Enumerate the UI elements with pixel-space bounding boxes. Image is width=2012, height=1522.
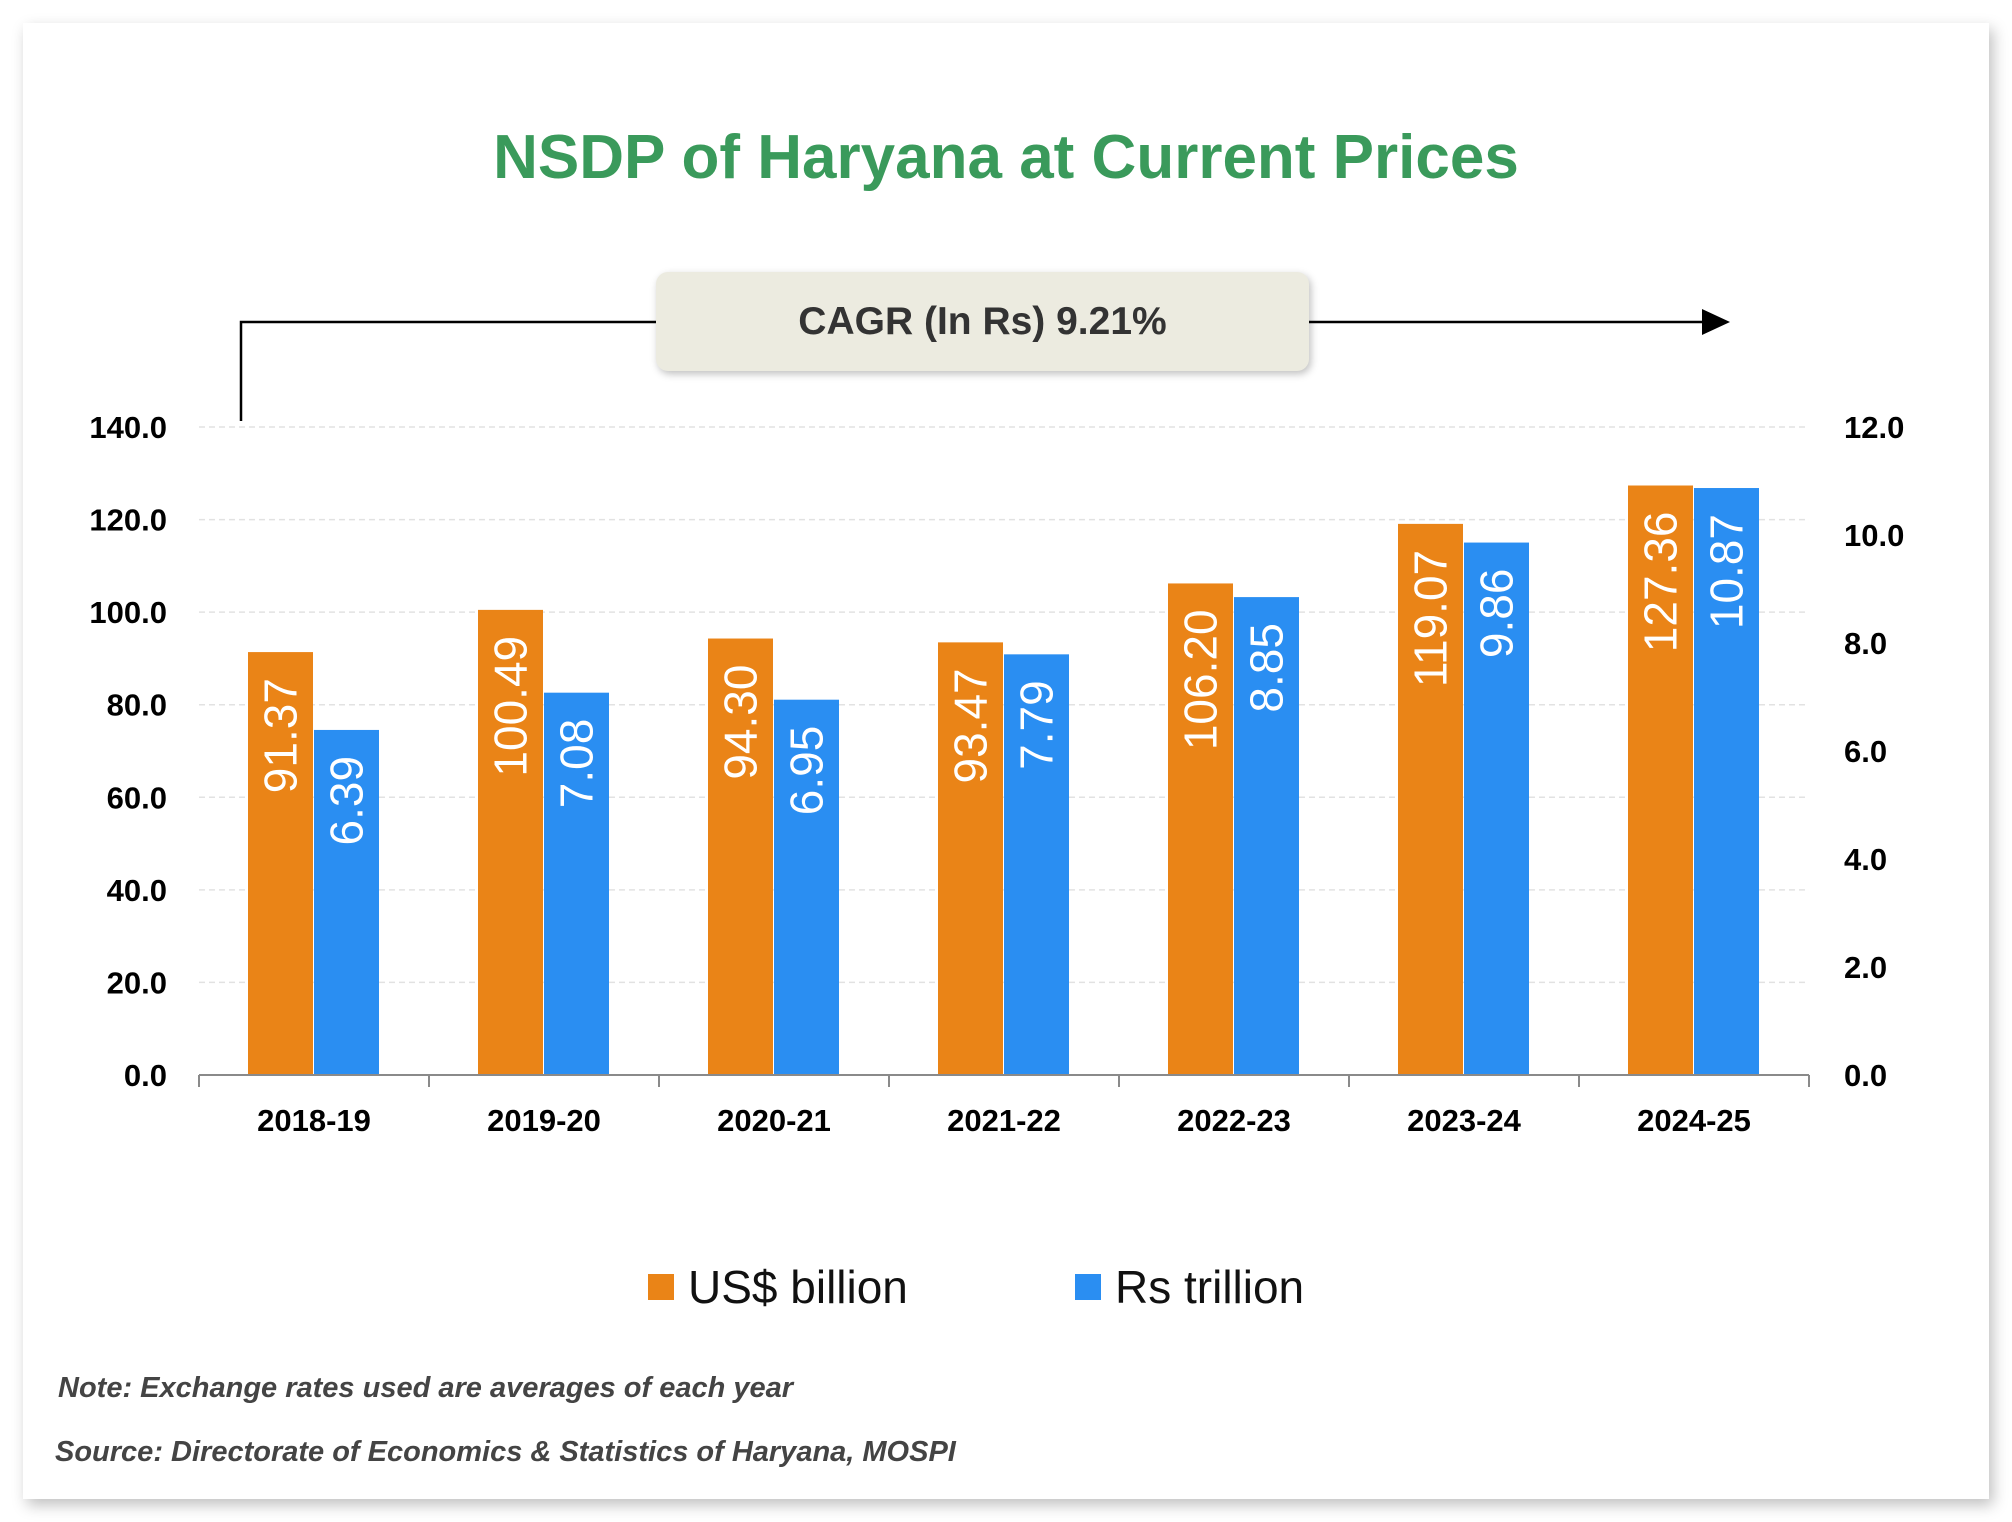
bar-usd	[1168, 583, 1233, 1075]
left-axis-tick-label: 80.0	[107, 688, 167, 723]
footer-source: Source: Directorate of Economics & Stati…	[55, 1436, 956, 1468]
x-axis-tick-label: 2020-21	[717, 1103, 831, 1138]
bar-rs	[1464, 542, 1529, 1075]
bar-rs	[314, 729, 379, 1075]
x-axis-tick-label: 2022-23	[1177, 1103, 1291, 1138]
data-label-usd: 93.47	[945, 668, 997, 783]
data-label-rs: 10.87	[1701, 514, 1753, 629]
bar-usd	[1628, 485, 1693, 1076]
data-label-rs: 9.86	[1471, 569, 1523, 659]
data-label-usd: 106.20	[1175, 609, 1227, 750]
data-label-usd: 119.07	[1405, 550, 1457, 687]
bar-rs	[1234, 597, 1299, 1075]
bar-usd	[248, 652, 313, 1075]
bar-usd	[708, 638, 773, 1075]
right-axis-tick-label: 10.0	[1844, 518, 1904, 553]
x-axis-tick-label: 2024-25	[1637, 1103, 1751, 1138]
left-axis-tick-label: 40.0	[107, 873, 167, 908]
legend-label-rs: Rs trillion	[1115, 1261, 1305, 1313]
cagr-annotation: CAGR (In Rs) 9.21%	[656, 272, 1309, 371]
bar-usd	[938, 642, 1003, 1075]
data-label-rs: 7.79	[1011, 680, 1063, 770]
data-label-rs: 6.39	[321, 756, 373, 846]
left-axis-tick-label: 120.0	[89, 503, 167, 538]
legend-label-usd: US$ billion	[688, 1261, 908, 1313]
left-axis-tick-label: 60.0	[107, 780, 167, 815]
bar-usd	[478, 609, 543, 1075]
data-label-usd: 91.37	[255, 678, 307, 793]
chart-title: NSDP of Haryana at Current Prices	[493, 123, 1519, 192]
left-axis-tick-label: 100.0	[89, 595, 167, 630]
left-axis-tick-label: 20.0	[107, 965, 167, 1000]
cagr-arrow-head	[1702, 309, 1730, 335]
data-label-usd: 94.30	[715, 665, 767, 780]
x-axis-tick-label: 2018-19	[257, 1103, 371, 1138]
data-label-usd: 100.49	[485, 636, 537, 777]
legend-item-rs: Rs trillion	[1075, 1260, 1304, 1314]
bar-rs	[1004, 654, 1069, 1075]
bar-usd	[1398, 523, 1463, 1075]
data-label-usd: 127.36	[1635, 512, 1687, 653]
x-axis-tick-label: 2019-20	[487, 1103, 601, 1138]
right-axis-tick-label: 8.0	[1844, 626, 1887, 661]
right-axis-tick-label: 6.0	[1844, 734, 1887, 769]
bar-rs	[544, 692, 609, 1075]
x-axis-tick-label: 2023-24	[1407, 1103, 1522, 1138]
legend-item-usd: US$ billion	[648, 1260, 908, 1314]
x-axis-tick-label: 2021-22	[947, 1103, 1061, 1138]
right-axis-tick-label: 4.0	[1844, 842, 1887, 877]
legend: US$ billion Rs trillion	[0, 1260, 2012, 1316]
legend-swatch-usd	[648, 1274, 674, 1300]
data-label-rs: 6.95	[781, 726, 833, 816]
right-axis-tick-label: 2.0	[1844, 950, 1887, 985]
data-label-rs: 7.08	[551, 719, 603, 809]
data-label-rs: 8.85	[1241, 623, 1293, 713]
right-axis-tick-label: 0.0	[1844, 1058, 1887, 1093]
footer-note: Note: Exchange rates used are averages o…	[58, 1372, 794, 1404]
right-axis-tick-label: 12.0	[1844, 410, 1904, 445]
legend-swatch-rs	[1075, 1274, 1101, 1300]
left-axis-tick-label: 0.0	[124, 1058, 167, 1093]
left-axis-tick-label: 140.0	[89, 410, 167, 445]
bar-rs	[1694, 488, 1759, 1075]
bar-rs	[774, 699, 839, 1075]
